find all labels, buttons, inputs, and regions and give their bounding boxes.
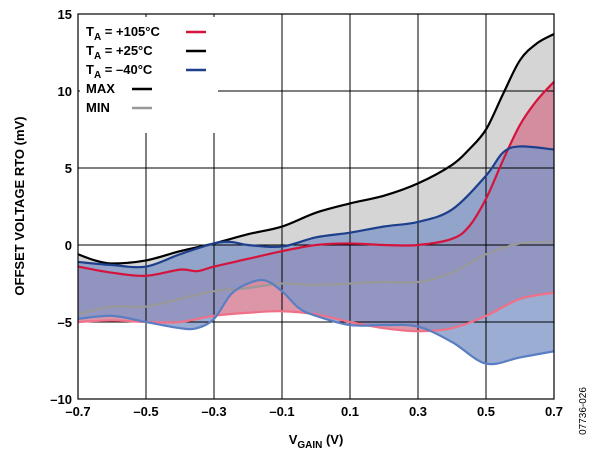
series-1-min-line (77, 240, 555, 316)
series-lines (77, 33, 555, 366)
band-fills (78, 34, 554, 365)
x-tick-label-8: 0.7 (545, 404, 563, 419)
series-3-max-line (77, 145, 555, 269)
series-3-min-line (77, 278, 555, 366)
x-axis-ticks: –0.7 –0.5 –0.3 –0.1 0.1 0.3 0.5 0.7 (65, 404, 563, 419)
x-axis-title-unit: (V) (322, 432, 343, 447)
x-axis-title: VGAIN (V) (289, 432, 344, 451)
y-tick-label-5: 10 (58, 84, 72, 99)
x-tick-label-1: –0.7 (65, 404, 90, 419)
series-2-min-line (77, 291, 555, 333)
series-1-max-line (77, 33, 555, 265)
y-tick-label-4: 5 (65, 161, 72, 176)
y-axis-title: OFFSET VOLTAGE RTO (mV) (12, 116, 27, 295)
x-tick-label-5: 0.1 (341, 404, 359, 419)
x-tick-label-3: –0.3 (201, 404, 226, 419)
x-tick-label-7: 0.5 (477, 404, 495, 419)
y-axis-ticks: –10 –5 0 5 10 15 (50, 7, 72, 407)
legend-label-5: MIN (86, 100, 110, 115)
y-tick-label-1: –10 (50, 392, 72, 407)
figure-id: 07736-026 (578, 387, 589, 435)
series-2-max-line (77, 81, 555, 277)
legend-background (80, 17, 218, 133)
x-tick-label-4: –0.1 (269, 404, 294, 419)
x-axis-title-main: V (289, 432, 298, 447)
legend-label-3: TA = –40°C (86, 62, 153, 81)
legend-label-4: MAX (86, 81, 115, 96)
x-tick-label-6: 0.3 (409, 404, 427, 419)
x-axis-title-subscript: GAIN (297, 440, 322, 451)
series-3-band-fill (78, 146, 554, 365)
y-tick-label-6: 15 (58, 7, 72, 22)
legend-label-1: TA = +105°C (86, 24, 160, 43)
y-tick-label-3: 0 (65, 238, 72, 253)
plot-frame (77, 13, 555, 400)
y-tick-label-2: –5 (58, 315, 72, 330)
x-tick-label-2: –0.5 (133, 404, 158, 419)
legend-label-2: TA = +25°C (86, 43, 153, 62)
